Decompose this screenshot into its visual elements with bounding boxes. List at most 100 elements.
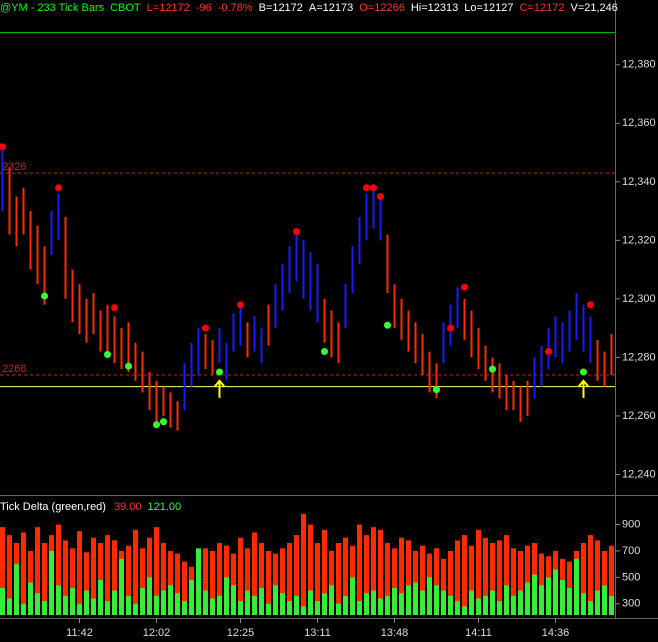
delta-bar bbox=[189, 580, 194, 615]
delta-bar bbox=[371, 527, 376, 615]
delta-bar bbox=[112, 540, 117, 615]
delta-bar bbox=[357, 524, 362, 615]
delta-bar bbox=[420, 590, 425, 615]
delta-bar bbox=[21, 603, 26, 615]
delta-bar bbox=[84, 590, 89, 615]
delta-bar bbox=[175, 553, 180, 615]
x-tick-label: 13:11 bbox=[304, 627, 331, 639]
delta-bar bbox=[539, 553, 544, 615]
signal-dot bbox=[41, 292, 48, 300]
delta-bar bbox=[385, 543, 390, 615]
delta-bar bbox=[553, 569, 558, 615]
delta-bar bbox=[532, 574, 537, 615]
delta-bar bbox=[140, 548, 145, 615]
delta-bar bbox=[581, 593, 586, 615]
delta-bar bbox=[287, 601, 292, 615]
delta-bar bbox=[378, 598, 383, 615]
delta-bar bbox=[581, 543, 586, 615]
delta-bar bbox=[343, 537, 348, 615]
signal-arrow bbox=[213, 379, 226, 398]
delta-bar bbox=[609, 595, 614, 615]
delta-bar bbox=[98, 580, 103, 615]
delta-bar bbox=[511, 595, 516, 615]
signal-dot bbox=[384, 321, 391, 329]
signal-dot bbox=[377, 192, 384, 200]
delta-bar bbox=[518, 590, 523, 615]
delta-bar bbox=[147, 577, 152, 615]
delta-bar bbox=[455, 601, 460, 615]
delta-bar bbox=[518, 550, 523, 615]
delta-bar bbox=[504, 535, 509, 615]
delta-bar bbox=[336, 543, 341, 615]
signal-dot bbox=[363, 184, 370, 192]
readout: 121.00 bbox=[148, 501, 182, 513]
x-tick-label: 13:48 bbox=[381, 627, 409, 639]
y-tick-label: 12,260 bbox=[622, 410, 656, 422]
delta-bar bbox=[266, 550, 271, 615]
delta-bar bbox=[329, 585, 334, 615]
delta-bar bbox=[294, 535, 299, 615]
signal-dot bbox=[433, 386, 440, 394]
delta-bar bbox=[0, 527, 5, 615]
delta-bar bbox=[364, 593, 369, 615]
delta-bar bbox=[210, 598, 215, 615]
y-tick-label: 12,320 bbox=[622, 234, 656, 246]
delta-bar bbox=[322, 529, 327, 615]
delta-bar bbox=[133, 529, 138, 615]
header-text: A=12173 bbox=[309, 2, 353, 14]
signal-dot bbox=[111, 304, 118, 312]
y-tick-label: 12,340 bbox=[622, 176, 656, 188]
delta-bar bbox=[406, 585, 411, 615]
delta-bar bbox=[588, 601, 593, 615]
delta-bar bbox=[91, 598, 96, 615]
y-tick-label: 12,300 bbox=[622, 293, 656, 305]
delta-bar bbox=[175, 593, 180, 615]
header-text: Hi=12313 bbox=[411, 2, 458, 14]
delta-bar bbox=[126, 545, 131, 615]
x-tick-label: 11:42 bbox=[66, 627, 93, 639]
signal-dot bbox=[125, 362, 132, 370]
delta-bar bbox=[497, 601, 502, 615]
delta-bar bbox=[364, 535, 369, 615]
delta-bar bbox=[203, 548, 208, 615]
delta-bar bbox=[35, 593, 40, 615]
signal-dot bbox=[160, 418, 167, 426]
signal-dot bbox=[216, 368, 223, 376]
delta-bar bbox=[441, 558, 446, 615]
delta-bar bbox=[469, 590, 474, 615]
y-tick-label: 900 bbox=[622, 518, 640, 530]
delta-bar bbox=[63, 595, 68, 615]
delta-bar bbox=[455, 540, 460, 615]
delta-bar bbox=[413, 582, 418, 615]
delta-bar bbox=[84, 552, 89, 615]
delta-bar bbox=[273, 553, 278, 615]
delta-bar bbox=[105, 535, 110, 615]
delta-bar bbox=[350, 577, 355, 615]
delta-bar bbox=[168, 585, 173, 615]
delta-bar bbox=[560, 580, 565, 615]
delta-bar bbox=[259, 587, 264, 615]
signal-dot bbox=[237, 301, 244, 309]
signal-dot bbox=[447, 324, 454, 332]
delta-bar bbox=[70, 548, 75, 615]
delta-bar bbox=[567, 587, 572, 615]
delta-bar bbox=[308, 590, 313, 615]
delta-bar bbox=[434, 548, 439, 615]
delta-bar bbox=[539, 585, 544, 615]
delta-bar bbox=[217, 595, 222, 615]
delta-bar bbox=[196, 548, 201, 615]
delta-bar bbox=[105, 601, 110, 615]
delta-bar bbox=[497, 540, 502, 615]
signal-dot bbox=[580, 368, 587, 376]
delta-bar bbox=[56, 585, 61, 615]
header-text: B=12172 bbox=[259, 2, 303, 14]
delta-bar bbox=[161, 590, 166, 615]
delta-bar bbox=[42, 543, 47, 615]
delta-bar bbox=[161, 543, 166, 615]
delta-bar bbox=[399, 537, 404, 615]
delta-bar bbox=[63, 540, 68, 615]
delta-bar bbox=[147, 537, 152, 615]
delta-bar bbox=[301, 513, 306, 615]
delta-bar bbox=[119, 558, 124, 615]
